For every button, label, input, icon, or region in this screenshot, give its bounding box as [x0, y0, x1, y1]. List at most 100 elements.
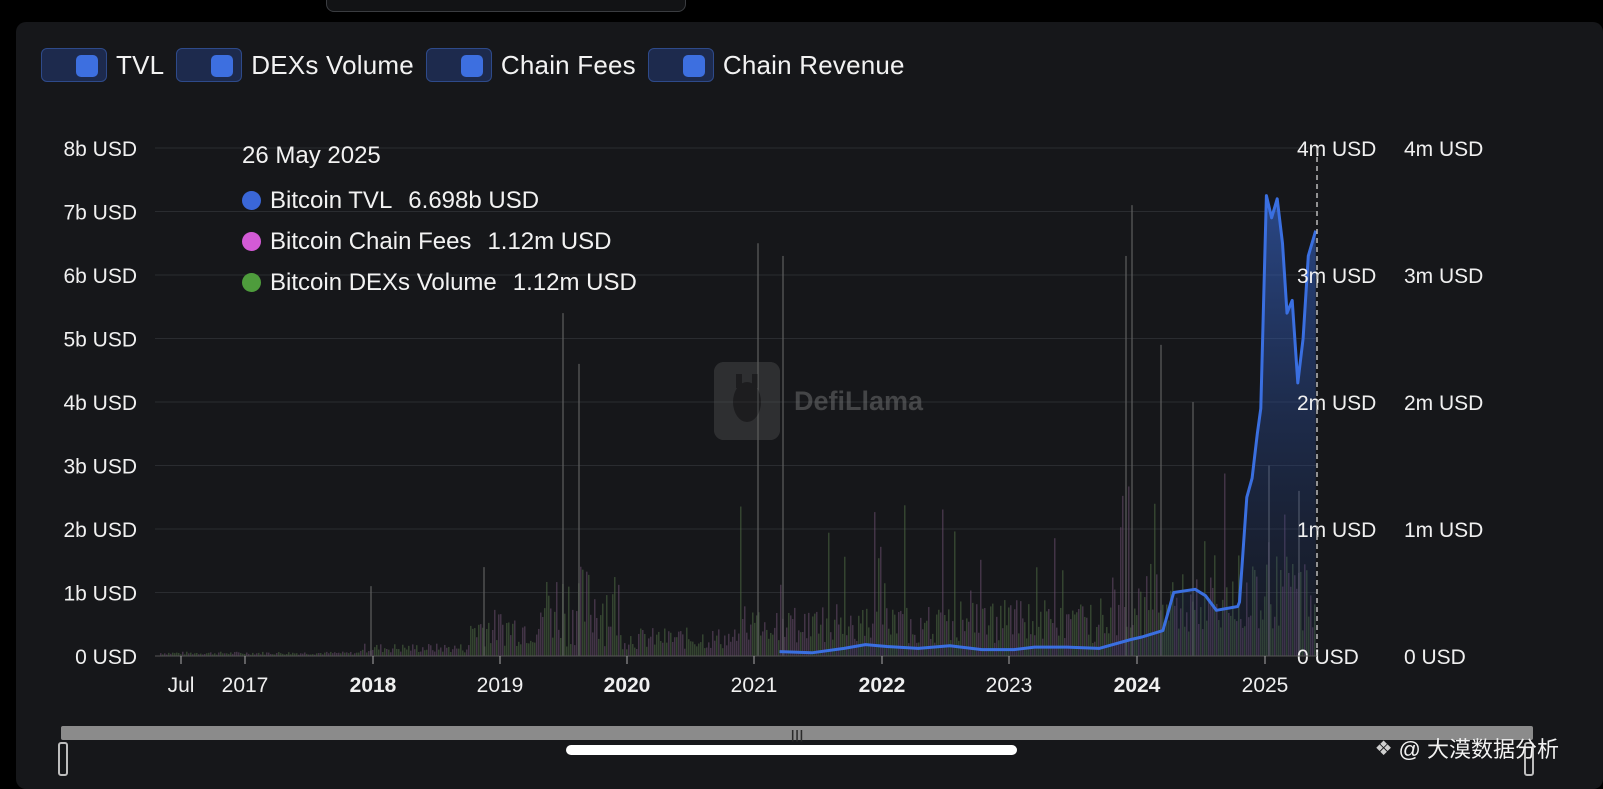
activity-bar: [596, 617, 598, 656]
activity-bar: [1104, 633, 1106, 656]
defillama-watermark: DefiLlama: [714, 362, 923, 440]
activity-bar: [552, 637, 554, 656]
legend-toggle-tvl[interactable]: TVL: [41, 48, 164, 82]
activity-bar: [858, 615, 860, 656]
activity-bar: [944, 614, 946, 656]
activity-bar: [380, 644, 382, 656]
toggle-checkbox-icon[interactable]: [425, 48, 492, 82]
activity-bar: [608, 626, 610, 656]
activity-bar: [372, 649, 374, 656]
zoom-handle-right[interactable]: [1524, 742, 1534, 776]
activity-bar: [328, 653, 330, 656]
activity-bar: [1106, 627, 1108, 656]
activity-bar: [776, 613, 778, 656]
activity-bar: [966, 618, 968, 656]
activity-bar: [1102, 614, 1104, 656]
x-tick-label: 2023: [986, 674, 1033, 697]
activity-bar: [1018, 633, 1020, 656]
activity-bar: [888, 628, 890, 656]
activity-bar: [702, 634, 704, 656]
activity-bar: [630, 636, 632, 656]
slider-grip-icon[interactable]: |||: [791, 728, 805, 742]
activity-bar: [472, 628, 474, 656]
activity-bar: [506, 623, 508, 656]
y-left-tick-label: 2b USD: [63, 519, 137, 542]
activity-bar: [598, 638, 600, 656]
activity-bar: [320, 653, 322, 656]
activity-bar: [634, 647, 636, 656]
activity-bar: [518, 641, 520, 656]
activity-bar: [1128, 486, 1130, 656]
activity-bar: [806, 638, 808, 656]
activity-bar: [454, 645, 456, 656]
activity-bar: [224, 653, 226, 656]
activity-bar: [654, 644, 656, 656]
activity-bar: [732, 636, 734, 656]
activity-bar: [498, 614, 500, 656]
activity-bar: [728, 633, 730, 656]
activity-bar: [1038, 626, 1040, 656]
toggle-checkbox-icon[interactable]: [647, 48, 714, 82]
activity-bar: [1028, 604, 1030, 656]
activity-bar: [922, 629, 924, 656]
activity-bar: [886, 608, 888, 656]
activity-bar: [1070, 619, 1072, 656]
activity-bar: [678, 631, 680, 656]
activity-bar: [384, 648, 386, 656]
activity-bar: [214, 653, 216, 656]
activity-bar: [952, 621, 954, 656]
activity-bar: [582, 569, 584, 656]
activity-bar: [690, 641, 692, 656]
activity-bar: [162, 654, 164, 656]
activity-bar: [402, 644, 404, 656]
activity-bar: [594, 599, 596, 656]
activity-bar: [792, 619, 794, 656]
activity-bar: [406, 649, 408, 656]
activity-bar: [992, 603, 994, 656]
activity-bar: [440, 647, 442, 656]
tooltip-date: 26 May 2025: [242, 142, 381, 169]
activity-bar: [298, 654, 300, 656]
activity-bar: [504, 645, 506, 656]
activity-bar: [904, 505, 906, 656]
zoom-slider-track[interactable]: [61, 726, 1533, 740]
activity-bar: [1000, 605, 1002, 656]
activity-bar: [804, 613, 806, 656]
top-tab-edge: [326, 0, 686, 12]
activity-bar: [186, 651, 188, 656]
activity-bar: [932, 633, 934, 656]
activity-bar: [1086, 617, 1088, 656]
legend-toggle-dexs-volume[interactable]: DEXs Volume: [176, 48, 414, 82]
activity-bar: [1054, 538, 1056, 656]
activity-bar: [988, 625, 990, 656]
activity-bar: [1060, 607, 1062, 656]
activity-bar: [282, 653, 284, 656]
activity-bar: [774, 627, 776, 656]
activity-bar: [166, 654, 168, 656]
activity-bar: [536, 634, 538, 656]
activity-bar: [464, 652, 466, 656]
activity-bar: [698, 643, 700, 656]
activity-bar: [706, 647, 708, 656]
legend-toggle-chain-fees[interactable]: Chain Fees: [425, 48, 636, 82]
activity-bar: [770, 632, 772, 656]
activity-bar: [348, 653, 350, 656]
legend-label-dexs-volume: DEXs Volume: [251, 49, 414, 80]
toggle-checkbox-icon[interactable]: [176, 48, 243, 82]
activity-bar: [408, 645, 410, 656]
activity-bar: [528, 643, 530, 656]
activity-bar: [946, 621, 948, 656]
activity-bar: [800, 632, 802, 656]
zoom-handle-left[interactable]: [58, 742, 68, 776]
legend-toggle-chain-revenue[interactable]: Chain Revenue: [647, 48, 905, 82]
activity-bar: [1146, 576, 1148, 656]
activity-bar: [314, 654, 316, 656]
activity-bar: [386, 648, 388, 656]
toggle-checkbox-icon[interactable]: [41, 48, 107, 82]
activity-bar: [216, 654, 218, 656]
activity-bar: [1056, 627, 1058, 656]
activity-bar: [980, 559, 982, 656]
activity-bar: [964, 631, 966, 656]
activity-bar: [412, 644, 414, 656]
